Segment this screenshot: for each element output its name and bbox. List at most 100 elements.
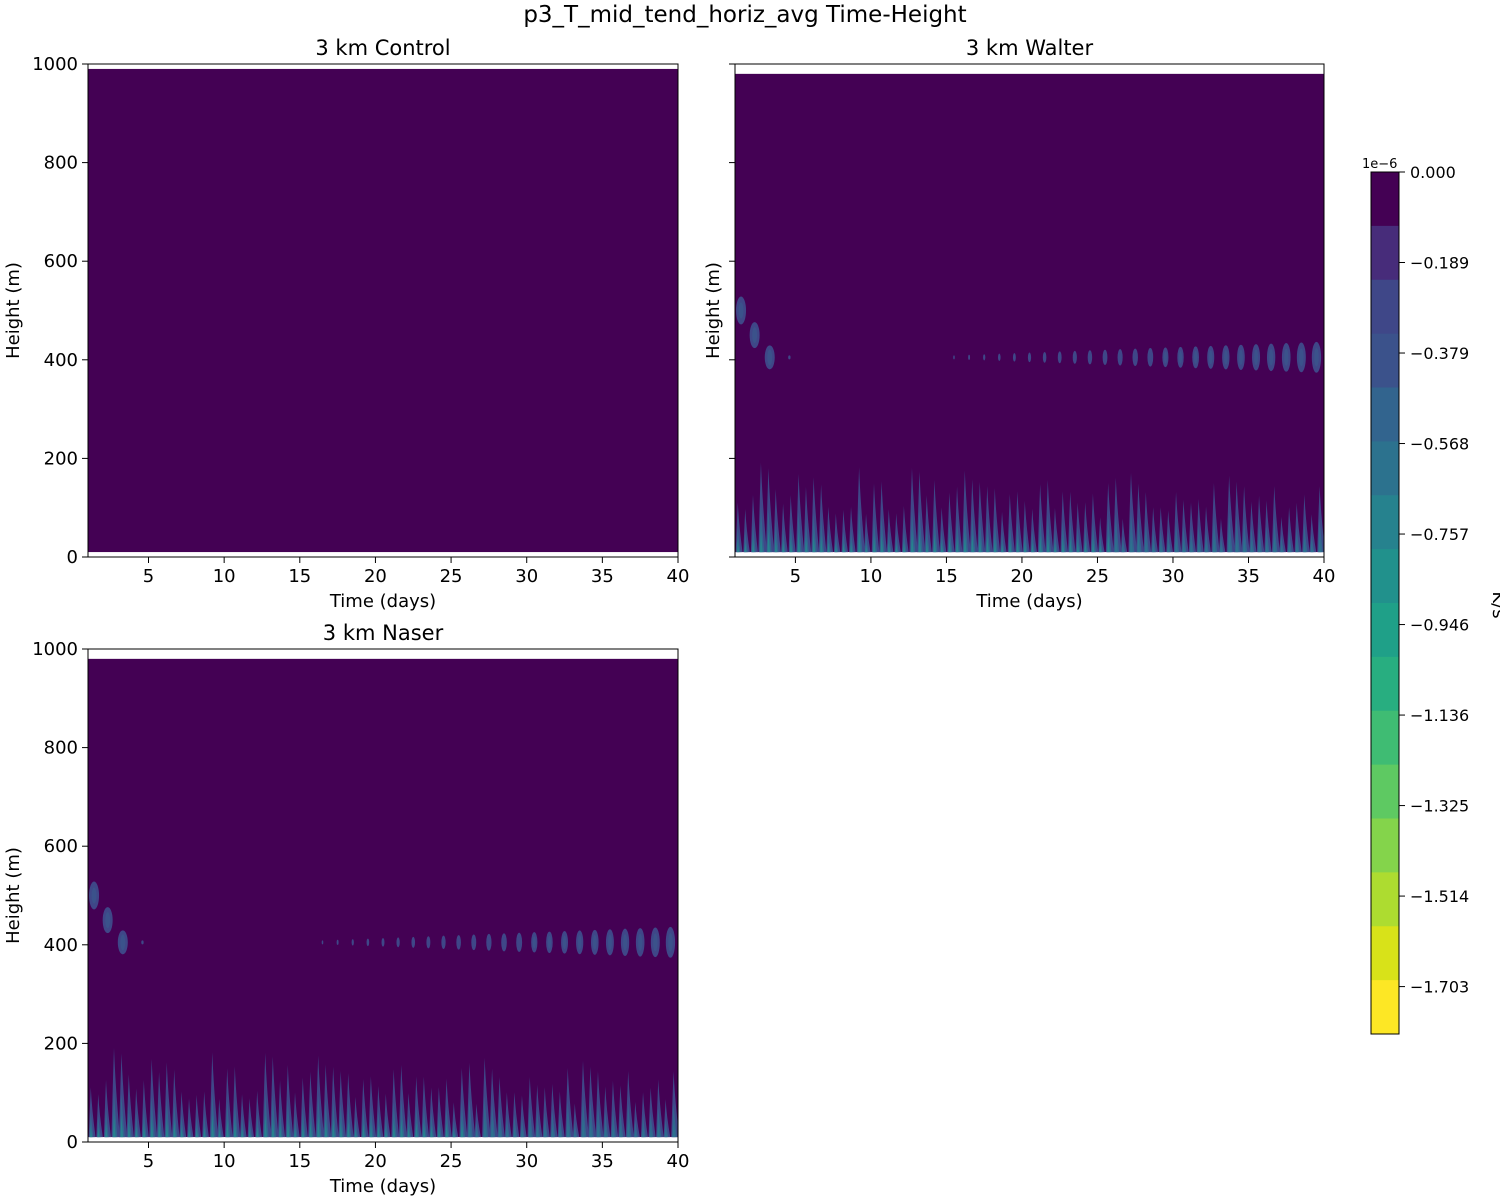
plume-peak-mark [1114, 533, 1118, 553]
plume-core-mark [1166, 531, 1171, 553]
band-blob-mark [351, 939, 354, 946]
y-tick-label: 600 [44, 251, 78, 272]
plume-peak-mark [1273, 535, 1276, 553]
plume-peak-mark [309, 1120, 312, 1138]
heatmap-background [88, 658, 678, 1138]
plume-core-mark [743, 530, 748, 553]
band-blob-core-mark [547, 935, 552, 949]
plume-peak-mark [430, 1125, 433, 1138]
band-blob-core-mark [1239, 349, 1243, 365]
band-blob-core-mark [1088, 353, 1092, 362]
colorbar-tick-label: −0.568 [1410, 435, 1469, 454]
y-axis-label: Height (m) [3, 847, 24, 944]
plume-core-mark [475, 1120, 479, 1138]
colorbar-ticks: 0.000 −0.189 −0.379 −0.568 −0.757 −0.946 −1.13… [1399, 163, 1469, 997]
band-blob-core-mark [1163, 351, 1167, 364]
plume-peak-mark [89, 1125, 93, 1138]
x-tick-label: 35 [591, 1151, 614, 1172]
colorbar-band [1371, 603, 1399, 658]
plume-core-mark [1053, 529, 1058, 553]
plume-core-mark [384, 1115, 389, 1138]
plume-peak-mark [1099, 545, 1102, 553]
plume-peak-mark [589, 1119, 593, 1138]
x-axis-label: Time (days) [329, 1176, 436, 1197]
plume-peak-mark [933, 533, 937, 553]
plume-core-mark [217, 1118, 222, 1138]
plume-peak-mark [596, 1120, 600, 1138]
x-tick-label: 30 [1162, 566, 1185, 587]
x-axis-label: Time (days) [329, 591, 436, 612]
plume-peak-mark [835, 543, 838, 553]
x-tick-label: 10 [859, 566, 882, 587]
plume-peak-mark [880, 534, 884, 553]
subplot-walter: 5 10 15 20 25 30 35 40 3 km Walter Time (days) Hei… [703, 36, 1335, 612]
y-tick-label: 0 [67, 1132, 78, 1153]
plume-core-mark [1098, 535, 1103, 553]
plume-peak-mark [1084, 540, 1087, 553]
colorbar-band [1371, 225, 1399, 281]
plume-peak-mark [948, 537, 951, 553]
colorbar-tick-label: −1.325 [1410, 797, 1469, 816]
plume-peak-mark [513, 1127, 516, 1138]
heatmap-background [735, 73, 1324, 553]
x-tick-label: 25 [440, 1151, 463, 1172]
x-axis-label: Time (days) [975, 591, 1082, 612]
plume-peak-mark [649, 1125, 653, 1138]
plume-core-mark [558, 1114, 563, 1138]
x-tick-label: 5 [143, 566, 154, 587]
band-blob-core-mark [1284, 348, 1289, 366]
plume-core-mark [1310, 533, 1315, 553]
band-blob-core-mark [1148, 351, 1152, 363]
x-tick-label: 30 [515, 1151, 538, 1172]
colorbar-bands [1371, 172, 1399, 1035]
plume-peak-mark [491, 1119, 494, 1138]
band-blob-mark [426, 936, 431, 949]
plume-peak-mark [774, 536, 778, 553]
colorbar-tick-label: −1.136 [1410, 706, 1469, 725]
plume-core-mark [1287, 529, 1292, 553]
band-blob-core-mark [562, 935, 567, 950]
plume-core-mark [240, 1115, 245, 1138]
plume-core-mark [940, 529, 945, 553]
band-blob-core-mark [1314, 348, 1319, 367]
plume-peak-mark [986, 535, 989, 553]
plume-core-mark [1204, 529, 1209, 553]
plume-peak-mark [842, 542, 845, 553]
plume-peak-mark [1280, 544, 1283, 553]
colorbar-band [1371, 872, 1399, 927]
band-blob-core-mark [532, 936, 536, 949]
plume-peak-mark [271, 1116, 275, 1138]
y-tick-label: 800 [44, 153, 78, 174]
heatmap-field [88, 658, 678, 1138]
plume-core-mark [849, 529, 854, 553]
band-blob-mark [381, 938, 385, 947]
plume-peak-mark [797, 532, 801, 553]
axes-frame [734, 63, 1325, 558]
plume-peak-mark [521, 1128, 524, 1138]
plume-peak-mark [1258, 538, 1261, 553]
plume-peak-mark [1265, 540, 1269, 553]
plume-core-mark [902, 528, 907, 553]
plume-peak-mark [392, 1120, 396, 1138]
plume-peak-mark [812, 533, 816, 553]
plume-core-mark [842, 531, 847, 553]
band-blob-core-mark [592, 934, 597, 950]
plume-peak-mark [1152, 542, 1155, 553]
plume-peak-mark [1205, 541, 1208, 553]
colorbar-band [1371, 710, 1399, 766]
band-blob-core-mark [442, 938, 445, 947]
plume-peak-mark [211, 1115, 214, 1138]
plume-peak-mark [1144, 537, 1148, 553]
band-blob-core-mark [1178, 351, 1183, 364]
plume-peak-mark [1076, 540, 1080, 553]
plume-peak-mark [1069, 537, 1072, 553]
band-blob-core-mark [622, 934, 628, 951]
plume-peak-mark [1243, 535, 1246, 553]
colorbar-frame [1370, 171, 1400, 1035]
plume-peak-mark [135, 1125, 138, 1138]
plume-peak-mark [619, 1125, 622, 1138]
plume-peak-mark [279, 1123, 282, 1138]
plume-core-mark [664, 1118, 669, 1138]
